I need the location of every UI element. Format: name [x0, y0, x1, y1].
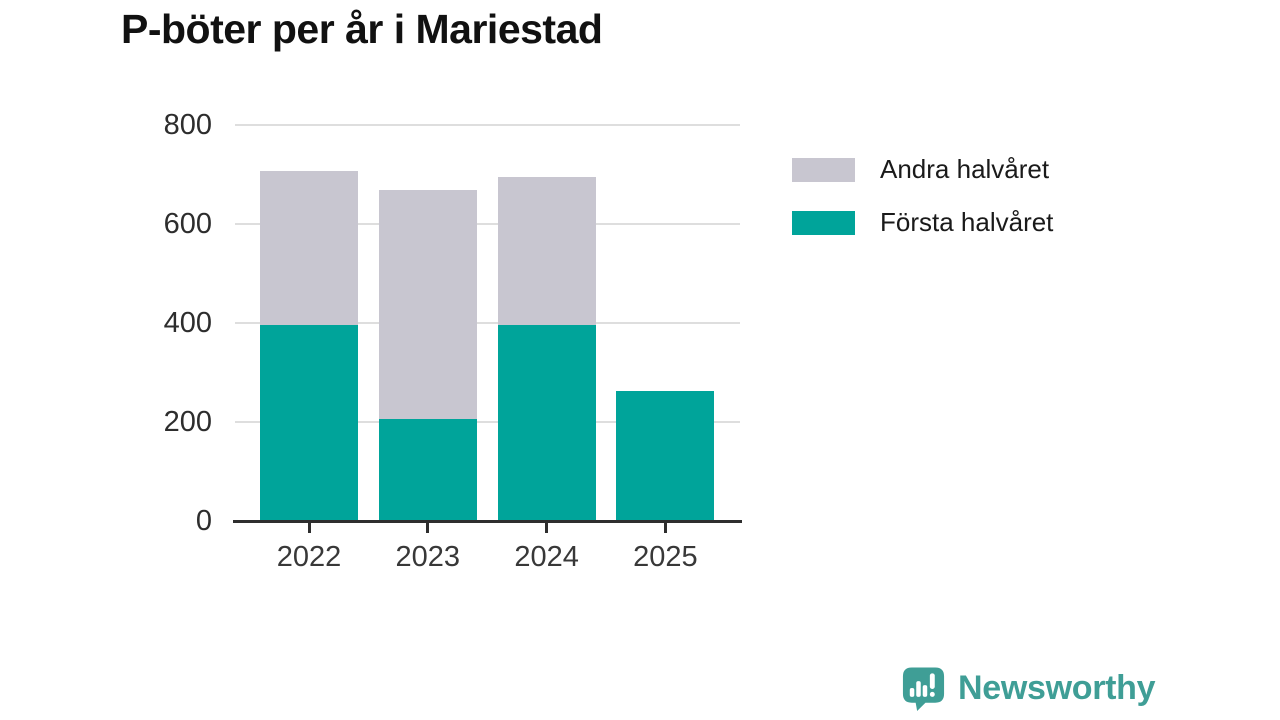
y-axis-tick-label: 800: [163, 109, 212, 141]
legend-item: Första halvåret: [792, 207, 1053, 238]
gridline-600: [235, 223, 740, 225]
gridline-800: [235, 124, 740, 126]
legend-label: Första halvåret: [880, 207, 1054, 237]
bar-2023-andra: [378, 190, 477, 419]
gridline-200: [235, 421, 740, 423]
bar-2022-första: [260, 325, 358, 521]
legend-label: Andra halvåret: [880, 154, 1050, 184]
newsworthy-logo: Newsworthy: [900, 664, 1156, 713]
x-axis-tick: [663, 523, 667, 533]
x-axis-tick: [307, 523, 311, 533]
x-axis-tick-label: 2024: [514, 541, 579, 573]
legend-item: Andra halvåret: [792, 154, 1053, 185]
legend-swatch: [792, 210, 855, 235]
x-axis-tick-label: 2023: [395, 541, 461, 573]
x-axis-line: [233, 519, 742, 523]
x-axis-tick: [545, 523, 549, 533]
y-axis-tick-label: 0: [195, 505, 212, 537]
y-axis-tick-label: 400: [163, 307, 212, 339]
gridline-400: [235, 322, 740, 324]
chart-title: P-böter per år i Mariestad: [121, 6, 603, 52]
legend-swatch: [792, 157, 855, 182]
y-axis-tick-label: 200: [163, 406, 212, 438]
bar-chart-speech-bubble-icon: [902, 667, 945, 712]
y-axis-tick-label: 600: [163, 208, 212, 240]
brand-name: Newsworthy: [958, 669, 1156, 707]
chart-legend: Andra halvåret Första halvåret: [792, 154, 1053, 260]
bar-2025-första: [616, 391, 715, 521]
bar-2024-andra: [497, 176, 596, 326]
x-axis-tick: [426, 523, 430, 533]
bar-2023-första: [378, 418, 477, 521]
x-axis-tick-label: 2022: [276, 541, 342, 573]
bar-2024-första: [497, 325, 596, 521]
x-axis-tick-label: 2025: [633, 541, 698, 573]
bar-2022-andra: [260, 171, 358, 326]
